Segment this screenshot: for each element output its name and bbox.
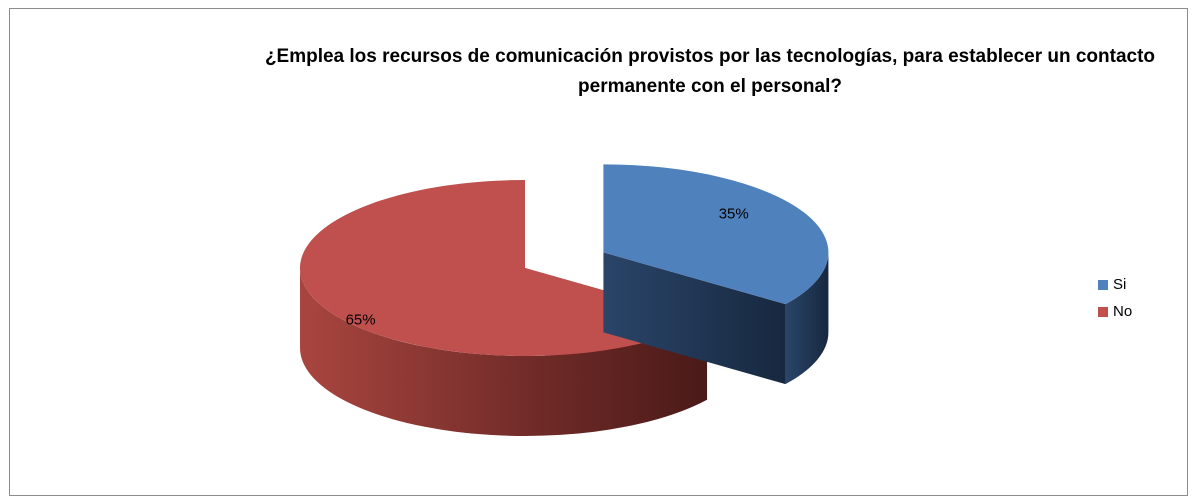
- data-label: 35%: [719, 205, 749, 222]
- slice-wall: [603, 252, 786, 385]
- legend-label: No: [1113, 303, 1132, 320]
- slice-side: [785, 252, 829, 385]
- slice-side: [300, 268, 708, 436]
- legend-swatch: [1098, 307, 1108, 317]
- data-label: 65%: [346, 312, 376, 329]
- chart-title: ¿Emplea los recursos de comunicación pro…: [264, 46, 1156, 97]
- legend-label: Si: [1113, 276, 1126, 293]
- legend-swatch: [1098, 280, 1108, 290]
- slice: [603, 164, 829, 305]
